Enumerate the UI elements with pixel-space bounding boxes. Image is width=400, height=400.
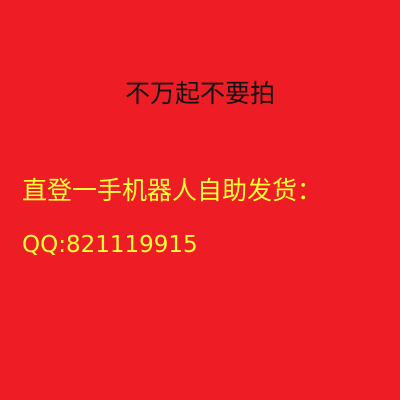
notice-text: 不万起不要拍: [124, 79, 275, 108]
qq-contact-text: QQ:821119915: [22, 232, 198, 258]
robot-delivery-text: 直登一手机器人自助发货：: [22, 176, 323, 205]
